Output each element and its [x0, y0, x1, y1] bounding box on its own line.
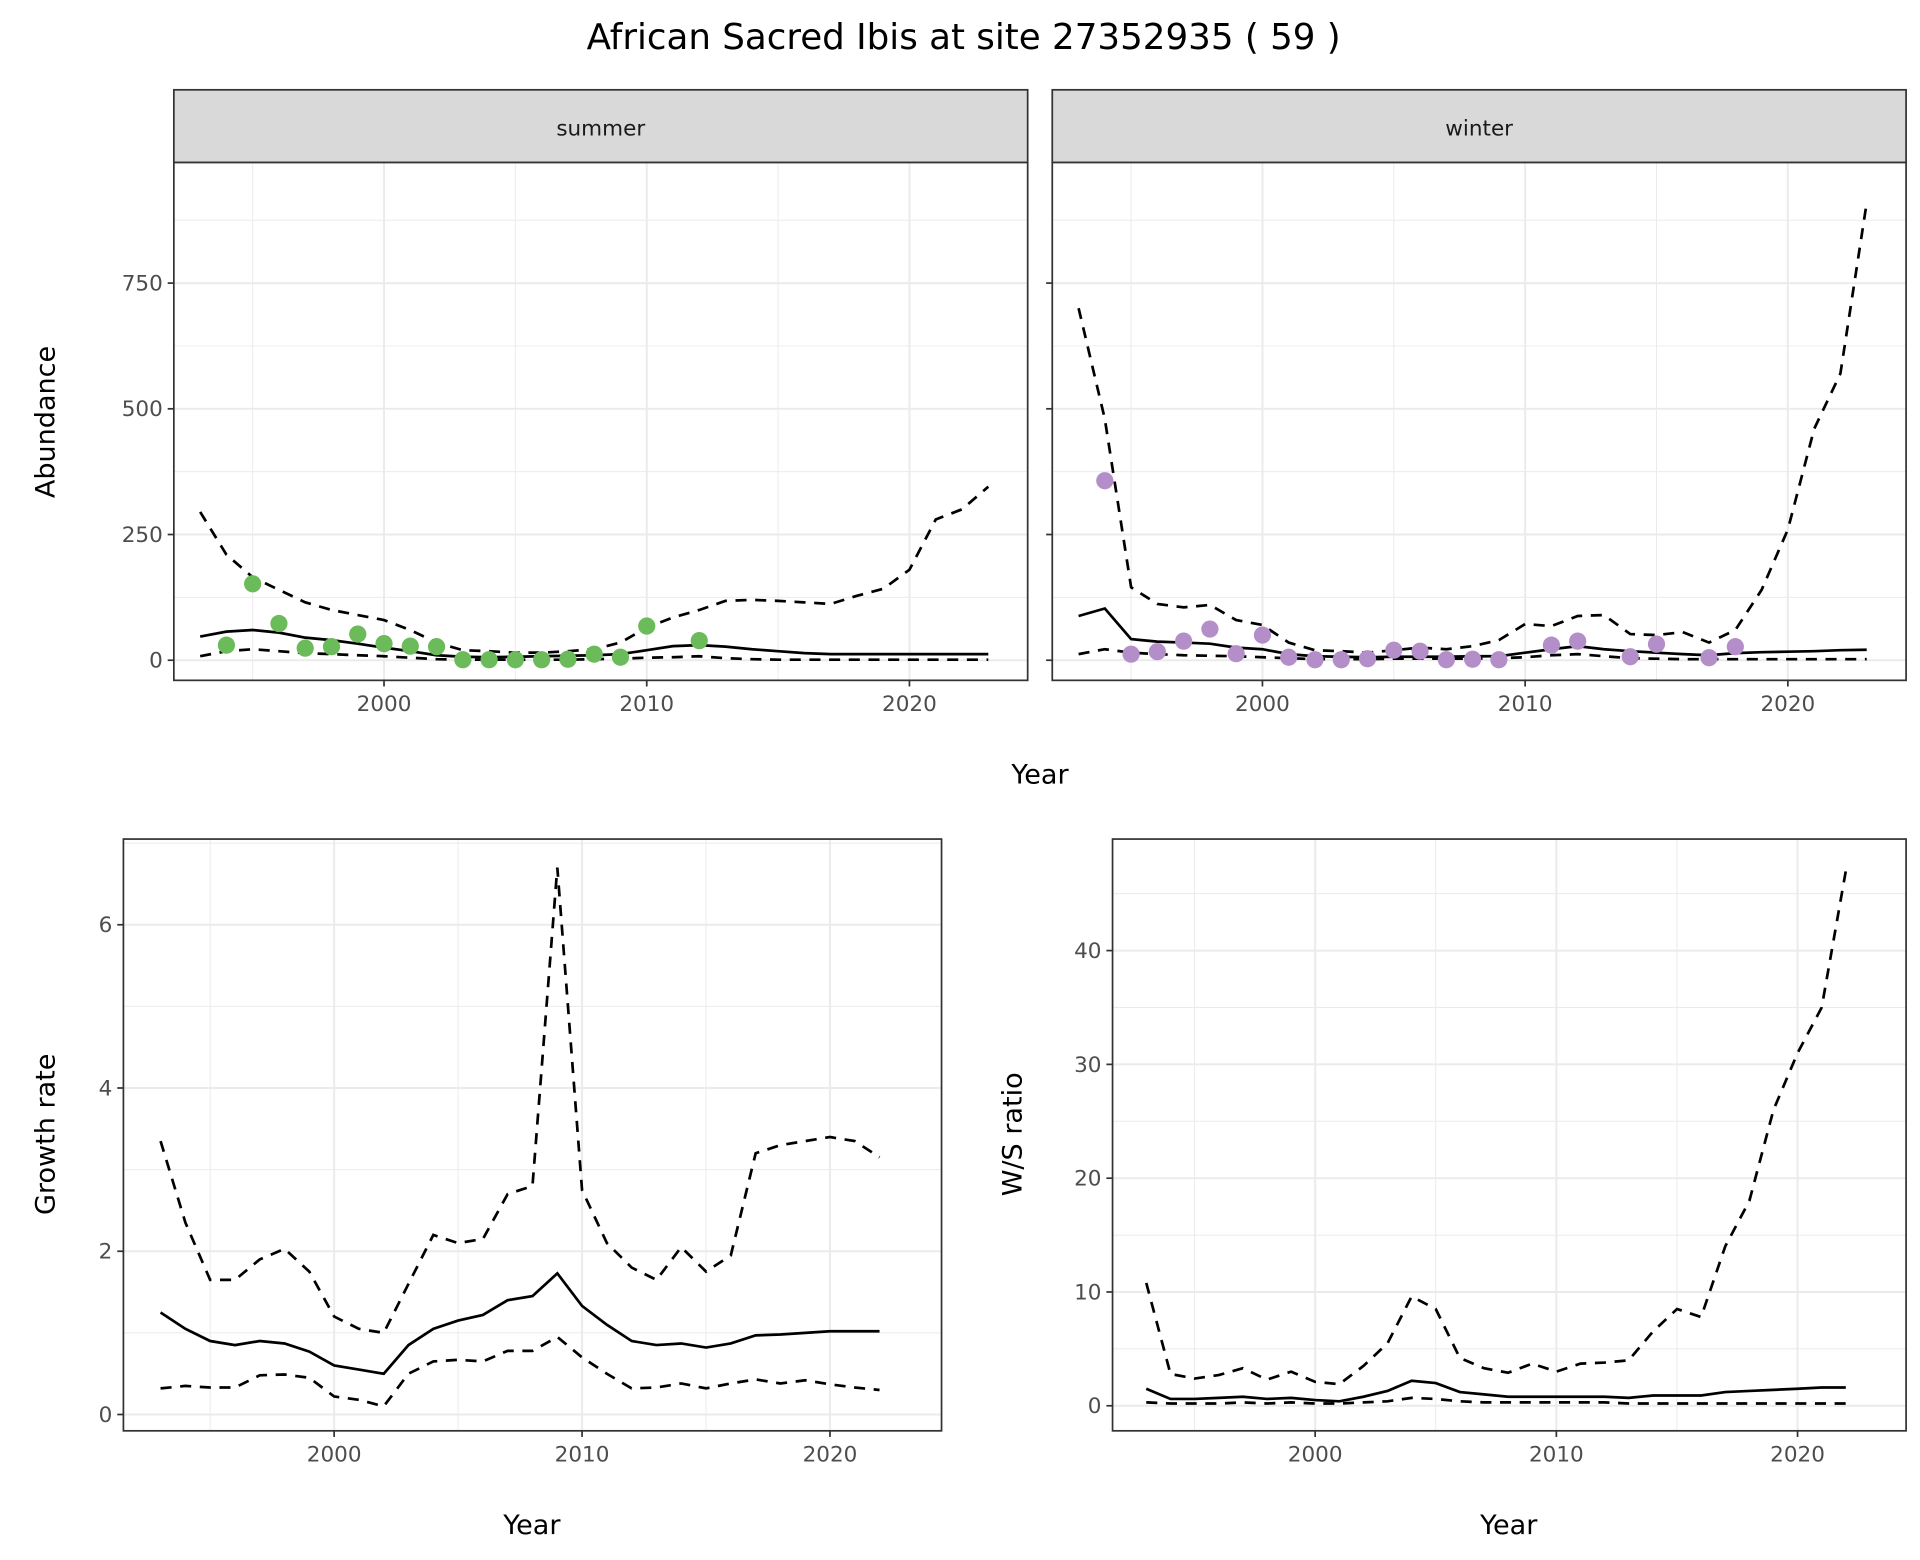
y-tick-label: 40 — [1074, 939, 1101, 964]
y-tick-label: 750 — [122, 271, 163, 296]
lower-bound-line — [160, 1335, 880, 1408]
data-point — [375, 635, 393, 653]
data-point — [506, 651, 524, 669]
x-tick-label: 2000 — [357, 692, 412, 717]
x-axis-title: Year — [1010, 760, 1069, 791]
data-point — [1621, 648, 1639, 666]
data-point — [1464, 650, 1482, 668]
y-tick-label: 0 — [149, 649, 163, 674]
y-tick-label: 500 — [122, 397, 163, 422]
data-point — [1647, 635, 1666, 653]
x-tick-label: 2010 — [1529, 1443, 1584, 1468]
data-point — [1411, 642, 1429, 660]
data-point — [1122, 645, 1140, 663]
data-point — [690, 632, 708, 650]
y-axis-title: Growth rate — [31, 1054, 62, 1215]
panel-border — [122, 838, 943, 1432]
data-point — [1253, 626, 1272, 644]
data-point — [1096, 472, 1114, 490]
facet-strip — [1051, 88, 1907, 164]
facet-label: summer — [556, 116, 645, 141]
data-point — [1332, 651, 1350, 669]
x-tick-label: 2010 — [1498, 692, 1553, 717]
data-point — [427, 638, 446, 656]
y-tick-label: 0 — [1088, 1394, 1102, 1419]
data-point — [1227, 645, 1245, 663]
y-tick-label: 2 — [99, 1240, 113, 1265]
x-tick-label: 2000 — [1235, 692, 1290, 717]
upper-bound-line — [1077, 202, 1869, 655]
data-point — [611, 648, 630, 666]
winter-panel: 2000 2010 2020 winter — [1046, 88, 1907, 717]
upper-bound-line — [199, 485, 990, 655]
x-tick-label: 2020 — [803, 1443, 858, 1468]
data-point — [638, 617, 656, 635]
data-point — [217, 636, 236, 654]
x-axis-title: Year — [1479, 1510, 1538, 1541]
panel-border — [1111, 838, 1907, 1432]
data-point — [585, 645, 603, 663]
y-tick-label: 4 — [99, 1076, 113, 1101]
facet-strip — [172, 88, 1029, 164]
summer-panel: 2000 2010 2020 0 250 500 750 summer — [122, 88, 1029, 717]
data-point — [1148, 643, 1166, 661]
data-point — [1490, 651, 1508, 669]
x-tick-label: 2000 — [307, 1443, 362, 1468]
data-point — [1201, 620, 1219, 638]
panel-border — [172, 161, 1029, 682]
x-tick-label: 2010 — [619, 692, 674, 717]
x-tick-label: 2010 — [555, 1443, 610, 1468]
data-point — [533, 651, 551, 669]
y-tick-label: 20 — [1074, 1167, 1101, 1192]
x-tick-label: 2020 — [1770, 1443, 1825, 1468]
growth-rate-panel: 2000 2010 2020 0 2 4 6 — [99, 838, 943, 1468]
data-point — [1700, 649, 1718, 667]
data-point — [322, 638, 341, 656]
y-tick-label: 250 — [122, 523, 163, 548]
upper-bound-line — [159, 867, 881, 1335]
facet-label: winter — [1445, 116, 1513, 141]
mean-line — [1078, 606, 1867, 659]
x-tick-label: 2000 — [1288, 1443, 1343, 1468]
mean-line — [159, 1271, 880, 1376]
y-tick-label: 10 — [1074, 1280, 1101, 1305]
data-point — [1437, 651, 1455, 669]
data-point — [559, 650, 577, 668]
data-point — [401, 637, 419, 655]
data-point — [270, 614, 288, 633]
data-point — [1358, 650, 1377, 668]
data-point — [1280, 648, 1298, 666]
y-tick-label: 6 — [99, 913, 113, 938]
panel-border — [1051, 161, 1907, 682]
x-axis-title: Year — [502, 1510, 561, 1541]
x-tick-label: 2020 — [882, 692, 937, 717]
data-point — [1569, 632, 1587, 650]
data-point — [480, 651, 498, 669]
data-point — [454, 651, 472, 669]
upper-bound-line — [1144, 870, 1848, 1386]
y-axis-title: W/S ratio — [998, 1072, 1029, 1196]
data-point — [296, 639, 314, 657]
data-point — [1385, 641, 1403, 659]
data-point — [349, 625, 367, 643]
data-point — [1175, 632, 1193, 650]
y-axis-title: Abundance — [31, 346, 62, 498]
y-tick-label: 30 — [1074, 1053, 1101, 1078]
data-point — [1306, 651, 1324, 669]
data-point — [244, 575, 262, 593]
mean-line — [1145, 1379, 1846, 1403]
data-point — [1726, 638, 1744, 656]
y-tick-label: 0 — [99, 1403, 113, 1428]
data-point — [1542, 636, 1561, 654]
x-tick-label: 2020 — [1760, 692, 1815, 717]
ws-ratio-panel: 2000 2010 2020 0 10 20 30 40 — [1074, 838, 1907, 1468]
chart-title: African Sacred Ibis at site 27352935 ( 5… — [587, 17, 1341, 58]
